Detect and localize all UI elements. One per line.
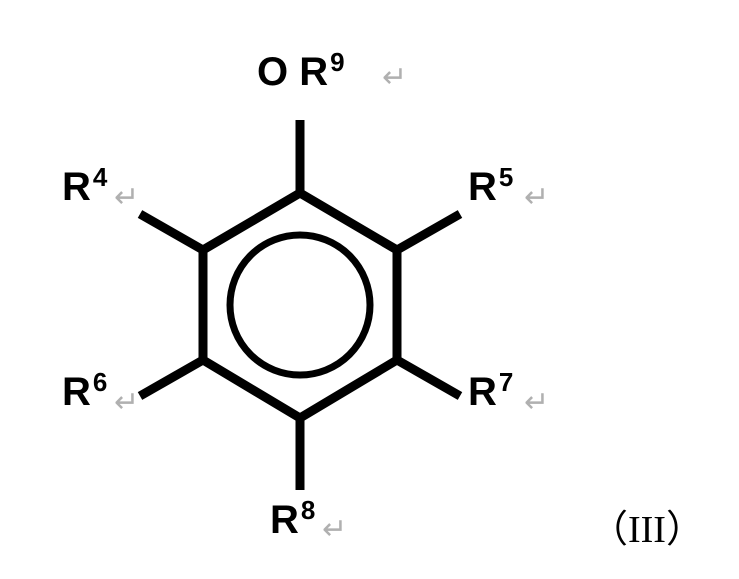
return-mark-icon: ↵ <box>382 60 407 95</box>
label-text: R <box>468 370 497 414</box>
label-text: R <box>62 165 91 209</box>
substituent-r8: R8 <box>270 498 315 543</box>
formula-number: （III） <box>590 498 704 553</box>
return-mark-icon: ↵ <box>524 385 549 420</box>
bond <box>140 214 203 250</box>
aromatic-circle <box>230 235 370 375</box>
label-text: O R <box>257 50 328 94</box>
return-mark-icon: ↵ <box>524 180 549 215</box>
substituent-r6: R6 <box>62 370 107 415</box>
bond <box>140 360 203 396</box>
return-mark-icon: ↵ <box>114 385 139 420</box>
label-sup: 8 <box>301 495 315 525</box>
label-text: R <box>270 498 299 542</box>
return-mark-icon: ↵ <box>114 180 139 215</box>
substituent-r4: R4 <box>62 165 107 210</box>
label-sup: 7 <box>499 367 513 397</box>
substituent-r5: R5 <box>468 165 513 210</box>
label-sup: 5 <box>499 162 513 192</box>
substituent-r7: R7 <box>468 370 513 415</box>
label-sup: 6 <box>93 367 107 397</box>
molecule-diagram <box>0 0 739 579</box>
label-sup: 9 <box>330 47 344 77</box>
substituent-top-OR9: O R9 <box>257 50 345 95</box>
bond <box>397 360 460 396</box>
return-mark-icon: ↵ <box>322 512 347 547</box>
label-text: R <box>468 165 497 209</box>
label-text: R <box>62 370 91 414</box>
bond <box>397 214 460 250</box>
bonds <box>140 120 460 490</box>
label-sup: 4 <box>93 162 107 192</box>
